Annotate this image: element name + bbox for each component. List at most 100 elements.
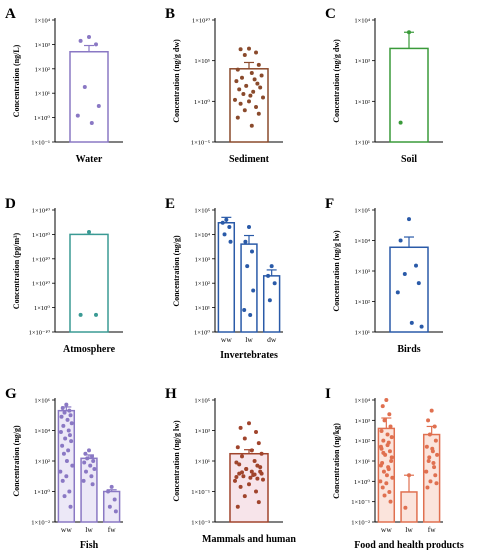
data-point bbox=[61, 423, 66, 428]
data-point bbox=[254, 105, 258, 110]
y-tick-label: 1×10³ bbox=[355, 418, 370, 425]
data-point bbox=[261, 477, 265, 482]
data-point bbox=[419, 324, 424, 329]
data-point bbox=[256, 62, 261, 67]
y-tick-label: 1×10⁰ bbox=[34, 115, 50, 122]
data-point bbox=[96, 103, 101, 108]
bar-mean bbox=[229, 452, 269, 523]
y-tick-label: 1×10⁻¹ bbox=[351, 499, 370, 506]
data-point bbox=[251, 288, 256, 293]
data-point bbox=[255, 476, 260, 481]
data-point bbox=[75, 113, 80, 118]
data-point bbox=[385, 443, 390, 448]
data-point bbox=[249, 71, 254, 76]
x-axis-label: Birds bbox=[397, 344, 420, 355]
data-point bbox=[244, 466, 249, 471]
x-axis-label: Water bbox=[76, 154, 103, 165]
data-point bbox=[388, 499, 393, 504]
data-point bbox=[59, 414, 64, 419]
y-tick-label: 1×10⁶ bbox=[34, 398, 50, 405]
data-point bbox=[266, 273, 271, 278]
y-tick-label: 1×10⁵ bbox=[194, 58, 210, 65]
y-tick-label: 1×10³ bbox=[195, 256, 210, 263]
data-point bbox=[64, 474, 69, 479]
data-point bbox=[244, 83, 249, 88]
data-point bbox=[402, 271, 407, 276]
data-point bbox=[81, 478, 86, 483]
data-point bbox=[378, 479, 383, 484]
y-tick-label: 1×10⁴ bbox=[354, 398, 370, 405]
data-point bbox=[255, 81, 260, 86]
x-tick-label: ww bbox=[381, 525, 392, 534]
y-tick-label: 1×10⁴ bbox=[34, 428, 50, 435]
data-point bbox=[235, 67, 240, 72]
x-tick-label: fw bbox=[108, 525, 116, 534]
data-point bbox=[381, 438, 386, 443]
data-point bbox=[67, 408, 72, 413]
bar-mean bbox=[389, 47, 429, 143]
y-tick-label: 1×10⁰ bbox=[194, 330, 210, 337]
panel-b: B 1×10⁻⁵ 1×10⁰ 1×10⁵ 1×10¹⁰ Concentration (ng… bbox=[165, 6, 283, 165]
x-axis-label: Soil bbox=[401, 154, 417, 165]
y-tick-label: 1×10² bbox=[35, 459, 50, 466]
y-tick-label: 1×10⁴ bbox=[194, 232, 210, 239]
data-point bbox=[254, 50, 258, 55]
panel-c: C 1×10¹ 1×10² 1×10³ 1×10⁴ Concentration (ng/g… bbox=[325, 6, 443, 165]
y-tick-label: 1×10¹ bbox=[355, 330, 370, 337]
data-point bbox=[58, 429, 63, 434]
data-point bbox=[87, 35, 91, 40]
data-point bbox=[416, 281, 421, 286]
data-point bbox=[378, 463, 383, 468]
panel-letter: C bbox=[325, 6, 336, 22]
data-point bbox=[249, 123, 254, 128]
data-point bbox=[234, 474, 239, 479]
data-point bbox=[67, 433, 72, 438]
y-tick-label: 1×10⁻¹ bbox=[31, 140, 50, 147]
data-point bbox=[70, 463, 75, 468]
data-point bbox=[65, 417, 70, 422]
data-point bbox=[82, 460, 87, 465]
data-point bbox=[247, 99, 251, 104]
data-point bbox=[233, 97, 237, 102]
data-point bbox=[58, 469, 63, 474]
data-point bbox=[424, 469, 429, 474]
data-point bbox=[259, 451, 264, 456]
x-axis-label: Atmosphere bbox=[63, 344, 116, 355]
data-point bbox=[259, 73, 264, 78]
data-point bbox=[432, 424, 437, 429]
data-point bbox=[428, 479, 433, 484]
data-point bbox=[242, 436, 247, 441]
y-tick-label: 1×10⁻³ bbox=[191, 520, 210, 527]
data-point bbox=[222, 232, 227, 237]
data-point bbox=[407, 473, 411, 478]
data-point bbox=[247, 225, 251, 230]
panel-letter: H bbox=[165, 386, 177, 402]
data-point bbox=[63, 436, 68, 441]
y-axis-label: Concentration (ng/g lw) bbox=[332, 230, 341, 312]
data-point bbox=[224, 217, 229, 222]
data-point bbox=[248, 93, 253, 98]
x-tick-label: ww bbox=[61, 525, 72, 534]
data-point bbox=[60, 405, 65, 410]
data-point bbox=[390, 475, 395, 480]
y-tick-label: 1×10⁴ bbox=[354, 18, 370, 25]
data-point bbox=[386, 467, 391, 472]
y-tick-label: 1×10⁰ bbox=[354, 479, 370, 486]
y-tick-label: 1×10⁰ bbox=[34, 489, 50, 496]
data-point bbox=[252, 459, 257, 463]
data-point bbox=[403, 505, 408, 510]
y-axis-label: Concentration (ng/g dw) bbox=[332, 39, 341, 123]
y-tick-label: 1×10¹ bbox=[195, 305, 210, 312]
data-point bbox=[259, 471, 264, 476]
data-point bbox=[227, 225, 232, 230]
panel-a: A 1×10⁻¹ 1×10⁰ 1×10¹ 1×10² 1×10³ 1×10⁴ Concentr… bbox=[5, 6, 123, 165]
y-tick-label: 1×10¹ bbox=[355, 459, 370, 466]
data-point bbox=[89, 474, 94, 479]
y-axis-label: Concentration (pg/m³) bbox=[12, 232, 21, 309]
y-tick-label: 1×10² bbox=[35, 66, 50, 73]
bar-mean bbox=[69, 233, 109, 333]
data-point bbox=[250, 249, 254, 254]
data-point bbox=[112, 497, 117, 502]
data-point bbox=[61, 451, 66, 456]
data-point bbox=[66, 428, 71, 433]
